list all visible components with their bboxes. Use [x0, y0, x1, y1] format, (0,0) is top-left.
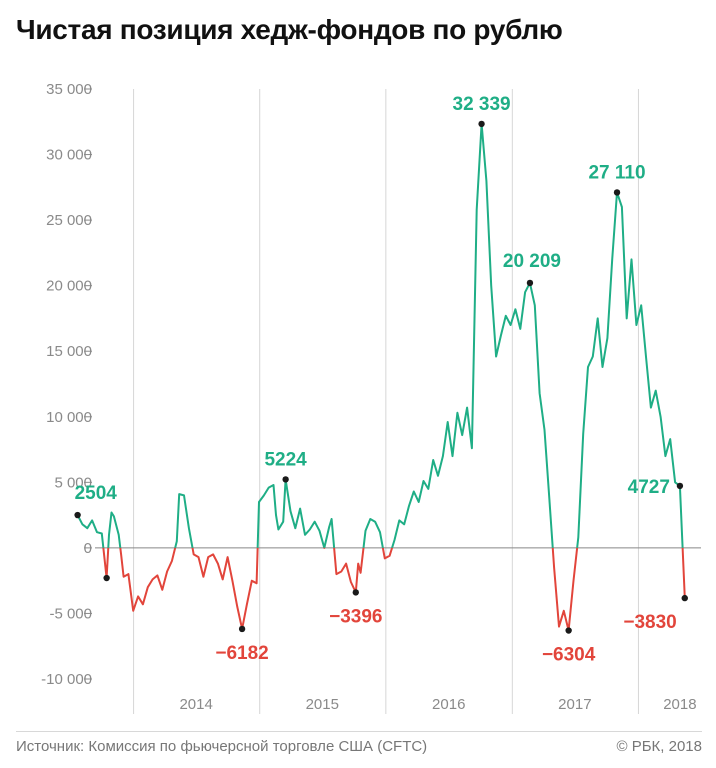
annotation-marker: [282, 476, 289, 483]
data-label: −3396: [329, 606, 382, 627]
y-tick-label: 15 000: [46, 343, 92, 360]
data-label: 27 110: [588, 162, 645, 183]
year-label: 2018: [663, 696, 696, 713]
annotation-marker: [103, 574, 110, 582]
data-label: 20 209: [503, 251, 561, 272]
y-tick-label: 35 000: [46, 81, 92, 98]
data-label: −3830: [623, 612, 676, 633]
annotation-marker: [478, 120, 485, 128]
annotation-marker: [613, 189, 621, 196]
year-label: 2014: [179, 696, 212, 713]
year-label: 2017: [558, 696, 591, 713]
annotation-marker: [565, 627, 572, 634]
annotation-marker: [681, 594, 688, 602]
annotation-marker: [74, 511, 81, 519]
y-tick-label: 30 000: [46, 147, 92, 164]
year-label: 2015: [306, 696, 339, 713]
data-label: 4727: [628, 477, 670, 498]
y-tick-label: 10 000: [46, 409, 92, 426]
line-chart: 35 000 30 000 25 000 20 000 15 000 10 000 5 00…: [41, 81, 701, 714]
series-line-negative: [102, 547, 686, 632]
data-label: 5224: [264, 449, 307, 470]
y-tick-label: 5 000: [54, 474, 92, 491]
data-label: 2504: [75, 483, 118, 504]
annotation-marker: [526, 279, 534, 287]
y-tick-label: 25 000: [46, 212, 92, 229]
copyright-note: © РБК, 2018: [616, 738, 702, 755]
data-label: 32 339: [453, 94, 511, 115]
y-tick-label: -5 000: [49, 605, 92, 622]
y-tick-label: -10 000: [41, 671, 92, 688]
year-label: 2016: [432, 696, 465, 713]
annotation-marker: [676, 482, 684, 490]
annotation-marker: [238, 625, 246, 633]
footer-divider: [16, 731, 702, 732]
series-line-positive: [76, 122, 684, 548]
data-label: −6304: [542, 645, 596, 666]
annotation-marker: [352, 589, 359, 596]
data-label: −6182: [215, 643, 268, 664]
source-note: Источник: Комиссия по фьючерсной торговл…: [16, 738, 428, 755]
y-tick-label: 20 000: [46, 278, 92, 295]
chart-title: Чистая позиция хедж-фондов по рублю: [16, 14, 563, 45]
